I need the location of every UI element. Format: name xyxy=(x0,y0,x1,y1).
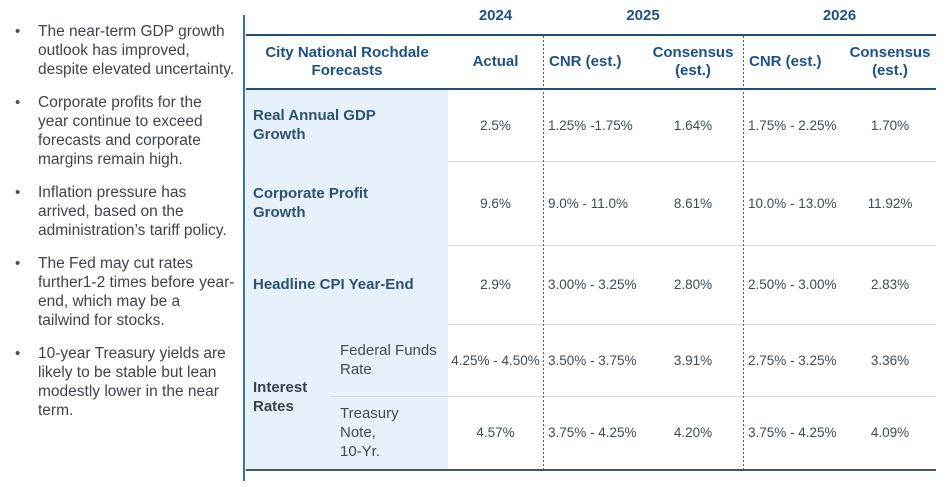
row-label-treasury-note: Treasury Note, 10-Yr. xyxy=(330,396,448,469)
bullet-item: • 10-year Treasury yields are likely to … xyxy=(0,344,236,420)
year-label-2026: 2026 xyxy=(822,7,857,24)
cell-value: 2.83% xyxy=(870,277,910,292)
cell-value: 3.91% xyxy=(673,352,713,368)
row-divider xyxy=(448,324,936,325)
bullet-text: The Fed may cut rates further1-2 times b… xyxy=(38,255,235,329)
cell-value: 1.75% - 2.25% xyxy=(748,117,837,133)
table-bottom-rule xyxy=(246,469,936,471)
column-header-cnr-2025: CNR (est.) xyxy=(549,53,622,70)
cell-value: 1.25% -1.75% xyxy=(548,117,633,133)
bullet-text: The near-term GDP growth outlook has imp… xyxy=(38,23,235,78)
bullet-marker-icon: • xyxy=(15,94,21,111)
dotted-column-divider xyxy=(743,36,744,469)
cell-value: 2.75% - 3.25% xyxy=(748,352,837,368)
cell-value: 2.80% xyxy=(673,277,713,292)
cell-value: 9.0% - 11.0% xyxy=(548,195,629,211)
bullet-text: Corporate profits for the year continue … xyxy=(38,94,203,168)
cell-value: 4.57% xyxy=(476,425,515,440)
cell-value: 11.92% xyxy=(867,195,913,211)
row-label-federal-funds-rate: Federal Funds Rate xyxy=(330,324,448,396)
cell-value: 2.9% xyxy=(480,277,511,292)
row-divider xyxy=(448,161,936,162)
cell-value: 3.75% - 4.25% xyxy=(748,425,837,440)
row-label-interest-rates: Interest Rates xyxy=(246,324,330,469)
cell-value: 3.50% - 3.75% xyxy=(548,352,637,368)
bullet-item: • Corporate profits for the year continu… xyxy=(0,93,236,169)
year-label-2025: 2025 xyxy=(626,7,660,24)
row-label-corporate-profit: Corporate Profit Growth xyxy=(246,161,448,245)
cell-value: 4.25% - 4.50% xyxy=(451,352,540,368)
column-header-consensus-2026: Consensus (est.) xyxy=(849,44,931,79)
row-label-gdp-growth: Real Annual GDP Growth xyxy=(246,89,448,161)
bullet-text: 10-year Treasury yields are likely to be… xyxy=(38,345,226,419)
cell-value: 2.50% - 3.00% xyxy=(748,277,837,292)
cell-value: 4.09% xyxy=(870,425,910,440)
year-label-2024: 2024 xyxy=(478,7,513,24)
column-header-actual: Actual xyxy=(472,53,519,70)
bullet-marker-icon: • xyxy=(15,184,21,201)
bullet-marker-icon: • xyxy=(15,23,21,40)
cell-value: 2.5% xyxy=(480,117,511,133)
cell-value: 1.70% xyxy=(870,117,910,133)
bullet-item: • The Fed may cut rates further1-2 times… xyxy=(0,254,236,330)
bullet-item: • Inflation pressure has arrived, based … xyxy=(0,183,236,240)
table-header-rule xyxy=(246,88,936,90)
cell-value: 3.75% - 4.25% xyxy=(548,425,637,440)
column-header-consensus-2025: Consensus (est.) xyxy=(652,44,734,79)
cell-value: 3.36% xyxy=(870,352,910,368)
cell-value: 10.0% - 13.0% xyxy=(748,195,837,211)
cell-value: 4.20% xyxy=(673,425,713,440)
forecast-table: 2024 2025 2026 City National Rochdale Fo… xyxy=(246,0,936,471)
row-divider xyxy=(330,396,936,397)
cell-value: 3.00% - 3.25% xyxy=(548,277,637,292)
row-label-headline-cpi: Headline CPI Year-End xyxy=(246,245,448,324)
bullet-item: • The near-term GDP growth outlook has i… xyxy=(0,22,236,79)
cell-value: 9.6% xyxy=(480,195,511,211)
row-divider xyxy=(448,245,936,246)
dotted-column-divider xyxy=(543,36,544,469)
cell-value: 8.61% xyxy=(673,195,713,211)
bullet-list: • The near-term GDP growth outlook has i… xyxy=(0,22,240,420)
bullet-marker-icon: • xyxy=(15,255,21,272)
table-title: City National Rochdale Forecasts xyxy=(265,44,429,79)
year-row-spacer xyxy=(246,0,448,35)
cell-value: 1.64% xyxy=(673,117,713,133)
bullet-text: Inflation pressure has arrived, based on… xyxy=(38,184,227,239)
bullet-marker-icon: • xyxy=(15,345,21,362)
column-header-cnr-2026: CNR (est.) xyxy=(749,53,822,70)
vertical-divider xyxy=(243,15,245,481)
table-top-rule xyxy=(246,34,936,36)
